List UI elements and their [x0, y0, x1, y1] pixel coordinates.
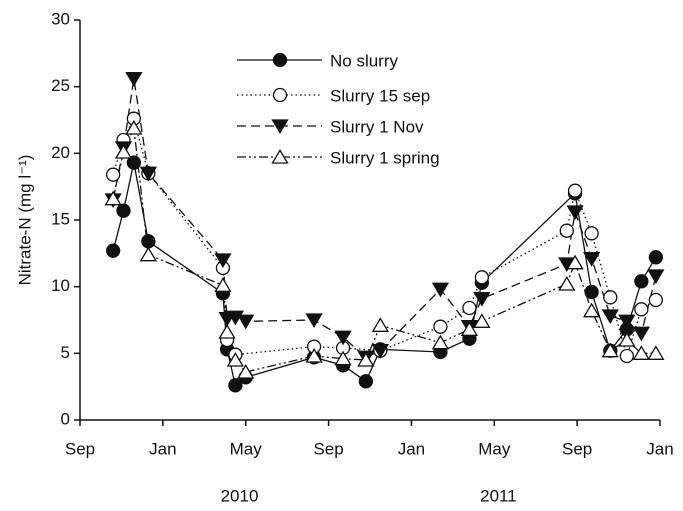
marker [141, 234, 156, 249]
marker [462, 300, 477, 316]
marker [460, 321, 479, 336]
marker [105, 243, 121, 258]
legend-label: Slurry 1 Nov [330, 117, 424, 136]
marker [116, 203, 131, 218]
marker [618, 314, 636, 330]
marker [104, 190, 122, 206]
marker [371, 344, 389, 359]
marker [584, 226, 599, 241]
marker [619, 348, 635, 364]
x-tick-label: Sep [562, 439, 592, 458]
marker [473, 292, 491, 307]
marker [648, 292, 664, 308]
marker [334, 350, 352, 366]
y-tick-label: 10 [51, 276, 70, 295]
marker [218, 323, 236, 339]
marker [559, 223, 574, 238]
y-tick-label: 30 [51, 9, 70, 28]
marker [558, 275, 576, 291]
marker [214, 277, 232, 292]
x-tick-label: Jan [149, 439, 176, 458]
legend-marker [272, 87, 288, 103]
legend-marker [271, 148, 289, 164]
marker [139, 246, 157, 262]
marker [126, 155, 142, 170]
marker [105, 167, 121, 182]
marker [632, 326, 650, 342]
marker [431, 334, 450, 350]
legend-label: Slurry 1 spring [330, 148, 440, 167]
y-tick-label: 25 [51, 76, 70, 95]
marker [634, 302, 649, 317]
x-tick-label: Jan [398, 439, 425, 458]
y-tick-label: 5 [61, 343, 70, 362]
marker [603, 290, 618, 305]
marker [648, 250, 664, 265]
legend-label: Slurry 15 sep [330, 86, 430, 105]
marker [566, 254, 584, 270]
y-tick-label: 0 [61, 409, 70, 428]
marker [226, 351, 244, 367]
marker [357, 351, 375, 367]
x-tick-label: May [230, 439, 263, 458]
marker [583, 302, 601, 318]
marker [433, 319, 448, 334]
marker [618, 331, 636, 347]
legend-marker [271, 119, 289, 135]
marker [634, 274, 649, 289]
x-tick-label: May [478, 439, 511, 458]
marker [237, 314, 255, 330]
marker [431, 282, 450, 298]
marker [358, 374, 374, 389]
marker [601, 309, 619, 325]
series-line [112, 125, 656, 373]
marker [584, 284, 599, 300]
marker [371, 317, 389, 332]
year-label: 2011 [480, 486, 517, 505]
marker [567, 183, 583, 198]
marker [305, 313, 323, 329]
marker [632, 345, 650, 360]
series-line [112, 78, 657, 359]
marker [237, 363, 255, 379]
x-tick-label: Sep [65, 439, 95, 458]
marker [474, 270, 490, 285]
marker [583, 252, 601, 267]
y-tick-label: 20 [51, 143, 70, 162]
marker [125, 119, 143, 135]
marker [647, 345, 665, 360]
y-axis-label: Nitrate-N (mg l⁻¹) [15, 155, 34, 286]
marker [214, 253, 232, 269]
marker [334, 330, 352, 346]
marker [566, 205, 584, 221]
marker [139, 166, 157, 182]
marker [125, 72, 143, 87]
marker [647, 269, 665, 285]
x-tick-label: Jan [646, 439, 673, 458]
year-label: 2010 [221, 486, 259, 505]
y-tick-label: 15 [51, 209, 70, 228]
legend-label: No slurry [330, 51, 399, 70]
marker [601, 342, 619, 358]
marker [305, 347, 323, 363]
marker [114, 143, 133, 159]
marker [473, 313, 491, 328]
series-line [112, 116, 657, 359]
x-tick-label: Sep [313, 439, 343, 458]
legend-marker [272, 52, 288, 68]
marker [228, 378, 243, 393]
